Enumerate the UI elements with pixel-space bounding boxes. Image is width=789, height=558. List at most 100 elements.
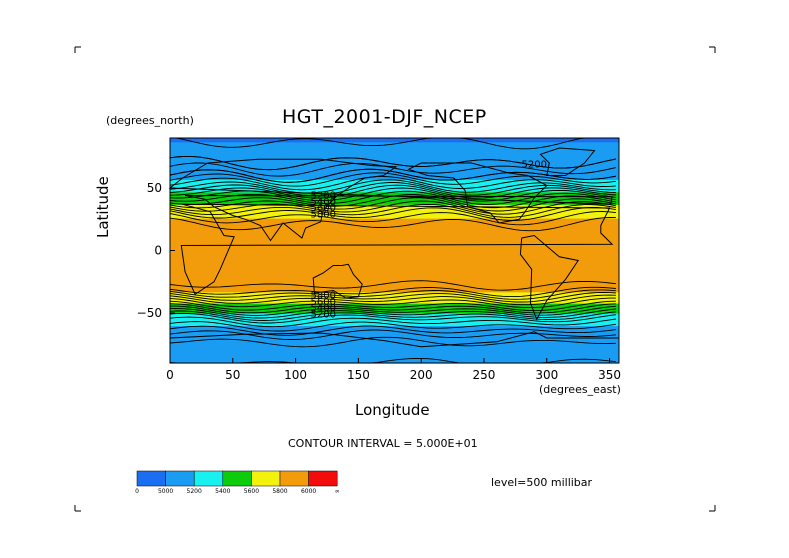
y-tick-label: 0 <box>154 244 162 258</box>
contour-line <box>169 286 616 298</box>
level-text: level=500 millibar <box>491 476 593 489</box>
field-band <box>170 198 619 200</box>
field-band <box>170 339 619 342</box>
field-band <box>170 350 619 353</box>
field-band <box>170 296 619 299</box>
field-band <box>170 349 619 352</box>
field-band <box>170 263 619 265</box>
contour-line <box>169 325 616 336</box>
colorbar-label: 5800 <box>272 488 287 495</box>
field-band <box>170 190 619 193</box>
y-axis-label: Latitude <box>94 176 112 238</box>
field-band <box>170 219 619 222</box>
field-band <box>170 333 619 335</box>
field-band <box>170 344 619 347</box>
field-band <box>170 168 619 170</box>
field-band <box>170 324 619 327</box>
field-band <box>170 238 619 240</box>
field-band <box>170 240 619 243</box>
colorbar-swatch <box>136 470 166 487</box>
coastlines <box>168 147 619 348</box>
colorbar-label: 0 <box>135 488 139 495</box>
field-band <box>170 360 619 363</box>
contour-label: 5800 <box>310 209 335 220</box>
field-band <box>170 158 619 160</box>
y-axis-units: (degrees_north) <box>106 114 194 127</box>
field-band <box>170 229 619 232</box>
field-band <box>170 353 619 355</box>
field-band <box>170 340 619 343</box>
field-band <box>170 173 619 175</box>
contour-line <box>169 200 616 215</box>
field-band <box>170 331 619 334</box>
continent-outline <box>169 331 619 348</box>
field-band <box>170 138 619 140</box>
field-band <box>170 321 619 324</box>
field-band <box>170 216 619 219</box>
field-band <box>170 214 619 217</box>
continent-outline <box>168 158 613 242</box>
field-band <box>170 308 619 310</box>
field-band <box>170 245 619 248</box>
continent-outline <box>539 147 596 176</box>
field-band <box>170 161 619 164</box>
contour-line <box>169 217 616 232</box>
contour-line <box>169 316 616 328</box>
field-band <box>170 233 619 235</box>
field-band <box>170 304 619 307</box>
x-tick-label: 100 <box>284 368 307 382</box>
field-band <box>170 201 619 204</box>
field-band <box>170 345 619 348</box>
y-tick-label: 50 <box>147 181 162 195</box>
contour-line <box>169 292 616 303</box>
contour-line <box>169 310 616 321</box>
field-band <box>170 259 619 262</box>
field-band <box>170 175 619 178</box>
contour-line <box>169 168 616 183</box>
field-band <box>170 355 619 358</box>
contour-line <box>169 308 616 319</box>
field-band <box>170 278 619 280</box>
contour-label: 5200 <box>521 159 546 170</box>
contour-line <box>169 211 616 226</box>
field-band <box>170 209 619 212</box>
contour-line <box>169 206 616 221</box>
field-band <box>170 251 619 254</box>
colorbar-swatch <box>222 470 252 487</box>
field-band <box>170 234 619 237</box>
field-band <box>170 213 619 215</box>
field-band <box>170 230 619 233</box>
contour-line <box>170 305 616 316</box>
x-tick-label: 50 <box>225 368 240 382</box>
field-band <box>170 325 619 328</box>
field-band <box>170 226 619 229</box>
field-band <box>170 273 619 275</box>
contour-label: 5800 <box>310 291 335 302</box>
field-band <box>170 261 619 264</box>
field-band <box>170 171 619 174</box>
field-band <box>170 290 619 293</box>
colorbar-swatch <box>165 470 195 487</box>
field-band <box>170 221 619 224</box>
field-band <box>170 356 619 359</box>
contour-line <box>169 294 616 306</box>
field-band <box>170 343 619 345</box>
field-band <box>170 180 619 183</box>
field-band <box>170 188 619 190</box>
x-tick-label: 150 <box>347 368 370 382</box>
field-band <box>170 154 619 157</box>
field-band <box>170 323 619 325</box>
field-band <box>170 301 619 304</box>
field-band <box>170 270 619 273</box>
field-band <box>170 248 619 250</box>
contour-line <box>169 280 616 291</box>
field-band <box>170 228 619 230</box>
field-band <box>170 193 619 195</box>
field-band <box>170 160 619 163</box>
field-band <box>170 183 619 185</box>
field-band <box>170 284 619 287</box>
contour-line <box>169 155 616 171</box>
field-band <box>170 258 619 260</box>
field-band <box>170 204 619 207</box>
x-tick-label: 0 <box>166 368 174 382</box>
